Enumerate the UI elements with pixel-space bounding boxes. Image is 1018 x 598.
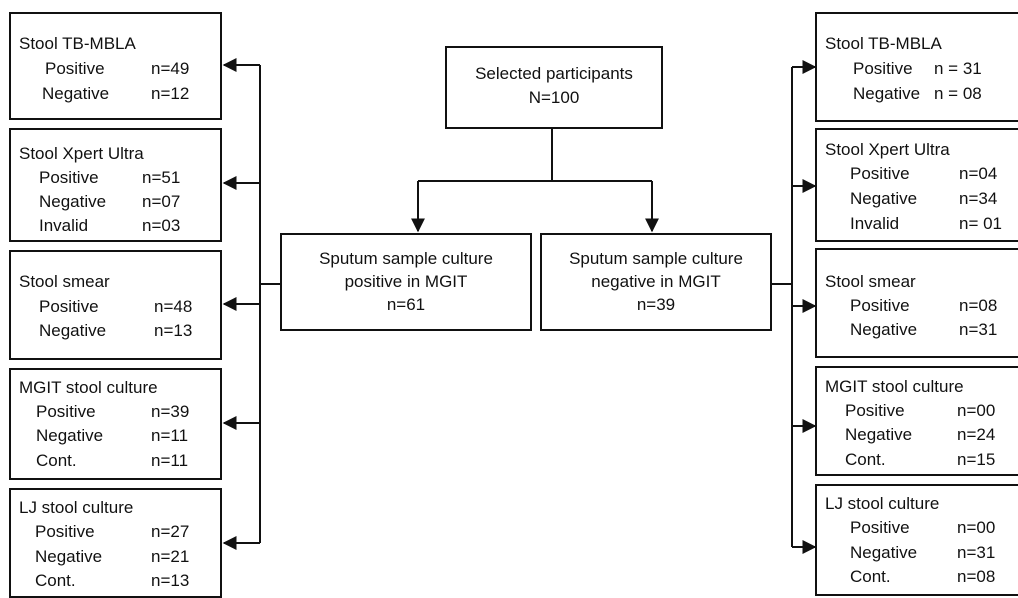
left-mgit-cont-value: n=11 (151, 451, 189, 470)
left-mgit-box: MGIT stool culture Positive n=39 Negativ… (9, 368, 222, 480)
right-mgit-title: MGIT stool culture (825, 377, 964, 396)
right-smear-title: Stool smear (825, 272, 916, 291)
right-xpert-negative-label: Negative (850, 189, 918, 208)
culture-negative-box: Sputum sample culture negative in MGIT n… (540, 233, 772, 331)
right-lj-box: LJ stool culture Positive n=00 Negative … (815, 484, 1018, 596)
right-tbmbla-positive-value: n = 31 (934, 59, 982, 78)
left-smear-positive-label: Positive (39, 297, 99, 316)
culture-positive-line2: positive in MGIT (344, 272, 468, 291)
right-smear-positive-label: Positive (850, 296, 910, 315)
right-mgit-negative-label: Negative (845, 425, 913, 444)
right-lj-title: LJ stool culture (825, 494, 940, 513)
left-mgit-positive-value: n=39 (151, 402, 190, 421)
right-lj-negative-value: n=31 (957, 543, 996, 562)
left-tbmbla-negative-label: Negative (42, 84, 110, 103)
right-lj-cont-value: n=08 (957, 567, 996, 586)
left-smear-negative-value: n=13 (154, 321, 193, 340)
right-mgit-positive-value: n=00 (957, 401, 996, 420)
left-xpert-negative-label: Negative (39, 192, 107, 211)
left-lj-positive-value: n=27 (151, 522, 190, 541)
right-xpert-invalid-label: Invalid (850, 214, 900, 233)
culture-negative-count: n=39 (636, 295, 676, 314)
right-tbmbla-negative-value: n = 08 (934, 84, 982, 103)
left-smear-title: Stool smear (19, 272, 110, 291)
left-lj-cont-label: Cont. (35, 571, 76, 590)
right-mgit-positive-label: Positive (845, 401, 905, 420)
right-smear-negative-label: Negative (850, 320, 918, 339)
right-xpert-positive-value: n=04 (959, 164, 998, 183)
culture-positive-box: Sputum sample culture positive in MGIT n… (280, 233, 532, 331)
right-mgit-negative-value: n=24 (957, 425, 996, 444)
left-mgit-negative-value: n=11 (151, 426, 189, 445)
culture-negative-line2: negative in MGIT (591, 272, 721, 291)
left-xpert-title: Stool Xpert Ultra (19, 144, 144, 163)
right-xpert-invalid-value: n= 01 (959, 214, 1003, 233)
right-lj-negative-label: Negative (850, 543, 918, 562)
left-mgit-negative-label: Negative (36, 426, 104, 445)
right-xpert-title: Stool Xpert Ultra (825, 140, 950, 159)
left-mgit-positive-label: Positive (36, 402, 96, 421)
left-mgit-title: MGIT stool culture (19, 378, 158, 397)
right-smear-positive-value: n=08 (959, 296, 998, 315)
right-smear-box: Stool smear Positive n=08 Negative n=31 (815, 248, 1018, 358)
left-xpert-positive-value: n=51 (142, 168, 181, 187)
left-xpert-invalid-value: n=03 (142, 216, 181, 235)
left-lj-negative-value: n=21 (151, 547, 190, 566)
right-tbmbla-negative-label: Negative (853, 84, 921, 103)
right-mgit-cont-label: Cont. (845, 450, 886, 469)
right-lj-cont-label: Cont. (850, 567, 891, 586)
left-tbmbla-positive-value: n=49 (151, 59, 190, 78)
left-lj-title: LJ stool culture (19, 498, 134, 517)
selected-participants-label: Selected participants (475, 64, 633, 83)
left-xpert-negative-value: n=07 (142, 192, 181, 211)
left-lj-positive-label: Positive (35, 522, 95, 541)
left-lj-negative-label: Negative (35, 547, 103, 566)
left-tbmbla-negative-value: n=12 (151, 84, 190, 103)
left-mgit-cont-label: Cont. (36, 451, 77, 470)
culture-positive-line1: Sputum sample culture (319, 249, 493, 268)
left-xpert-positive-label: Positive (39, 168, 99, 187)
right-xpert-box: Stool Xpert Ultra Positive n=04 Negative… (815, 128, 1018, 242)
left-tbmbla-positive-label: Positive (45, 59, 105, 78)
selected-participants-count: N=100 (528, 88, 580, 107)
right-mgit-box: MGIT stool culture Positive n=00 Negativ… (815, 366, 1018, 476)
right-tbmbla-title: Stool TB-MBLA (825, 34, 942, 53)
selected-participants-box: Selected participants N=100 (445, 46, 663, 129)
left-lj-box: LJ stool culture Positive n=27 Negative … (9, 488, 222, 598)
right-tbmbla-positive-label: Positive (853, 59, 913, 78)
left-smear-positive-value: n=48 (154, 297, 193, 316)
culture-negative-line1: Sputum sample culture (569, 249, 743, 268)
left-xpert-box: Stool Xpert Ultra Positive n=51 Negative… (9, 128, 222, 242)
culture-positive-count: n=61 (386, 295, 426, 314)
right-smear-negative-value: n=31 (959, 320, 998, 339)
right-lj-positive-label: Positive (850, 518, 910, 537)
right-tbmbla-box: Stool TB-MBLA Positive n = 31 Negative n… (815, 12, 1018, 122)
left-lj-cont-value: n=13 (151, 571, 190, 590)
left-tbmbla-box: Stool TB-MBLA Positive n=49 Negative n=1… (9, 12, 222, 120)
left-smear-negative-label: Negative (39, 321, 107, 340)
right-xpert-positive-label: Positive (850, 164, 910, 183)
left-tbmbla-title: Stool TB-MBLA (19, 34, 136, 53)
left-smear-box: Stool smear Positive n=48 Negative n=13 (9, 250, 222, 360)
right-mgit-cont-value: n=15 (957, 450, 996, 469)
right-xpert-negative-value: n=34 (959, 189, 998, 208)
right-lj-positive-value: n=00 (957, 518, 996, 537)
left-xpert-invalid-label: Invalid (39, 216, 89, 235)
